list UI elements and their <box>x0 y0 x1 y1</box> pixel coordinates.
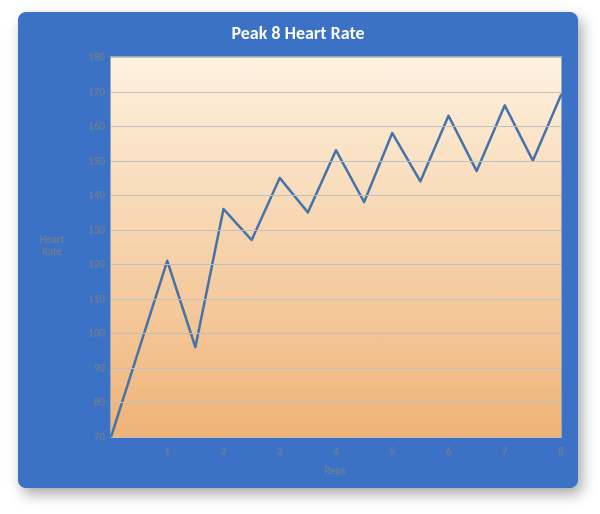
y-tick-label: 120 <box>88 258 105 271</box>
y-tick-label: 180 <box>88 51 105 64</box>
gridline <box>111 126 561 127</box>
y-tick-label: 90 <box>94 361 105 374</box>
gridline <box>111 230 561 231</box>
x-tick-label: 6 <box>446 445 452 458</box>
gridline <box>111 368 561 369</box>
y-tick-label: 80 <box>94 396 105 409</box>
x-tick-label: 1 <box>164 445 170 458</box>
y-tick-label: 130 <box>88 223 105 236</box>
gridline <box>111 161 561 162</box>
x-tick-label: 3 <box>277 445 283 458</box>
y-tick-label: 110 <box>88 292 105 305</box>
x-axis-title: Reps <box>110 464 560 477</box>
plot-area: 7080901001101201301401501601701801234567… <box>110 56 562 438</box>
gridline <box>111 333 561 334</box>
y-axis-title: HeartRate <box>30 234 74 258</box>
line-series <box>111 57 561 437</box>
chart-title: Peak 8 Heart Rate <box>18 22 578 44</box>
y-tick-label: 170 <box>88 85 105 98</box>
gridline <box>111 264 561 265</box>
y-tick-label: 70 <box>94 431 105 444</box>
y-axis-title-line: Heart <box>39 233 64 246</box>
gridline <box>111 299 561 300</box>
y-tick-label: 160 <box>88 120 105 133</box>
chart-card: Peak 8 Heart Rate 7080901001101201301401… <box>18 12 578 488</box>
gridline <box>111 92 561 93</box>
x-tick-label: 7 <box>502 445 508 458</box>
x-tick-label: 4 <box>333 445 339 458</box>
y-tick-label: 100 <box>88 327 105 340</box>
x-tick-label: 8 <box>558 445 564 458</box>
gridline <box>111 437 561 438</box>
x-tick-label: 5 <box>389 445 395 458</box>
x-tick-label: 2 <box>221 445 227 458</box>
gridline <box>111 402 561 403</box>
gridline <box>111 195 561 196</box>
y-axis-title-line: Rate <box>42 245 62 258</box>
gridline <box>111 57 561 58</box>
y-tick-label: 140 <box>88 189 105 202</box>
y-tick-label: 150 <box>88 154 105 167</box>
